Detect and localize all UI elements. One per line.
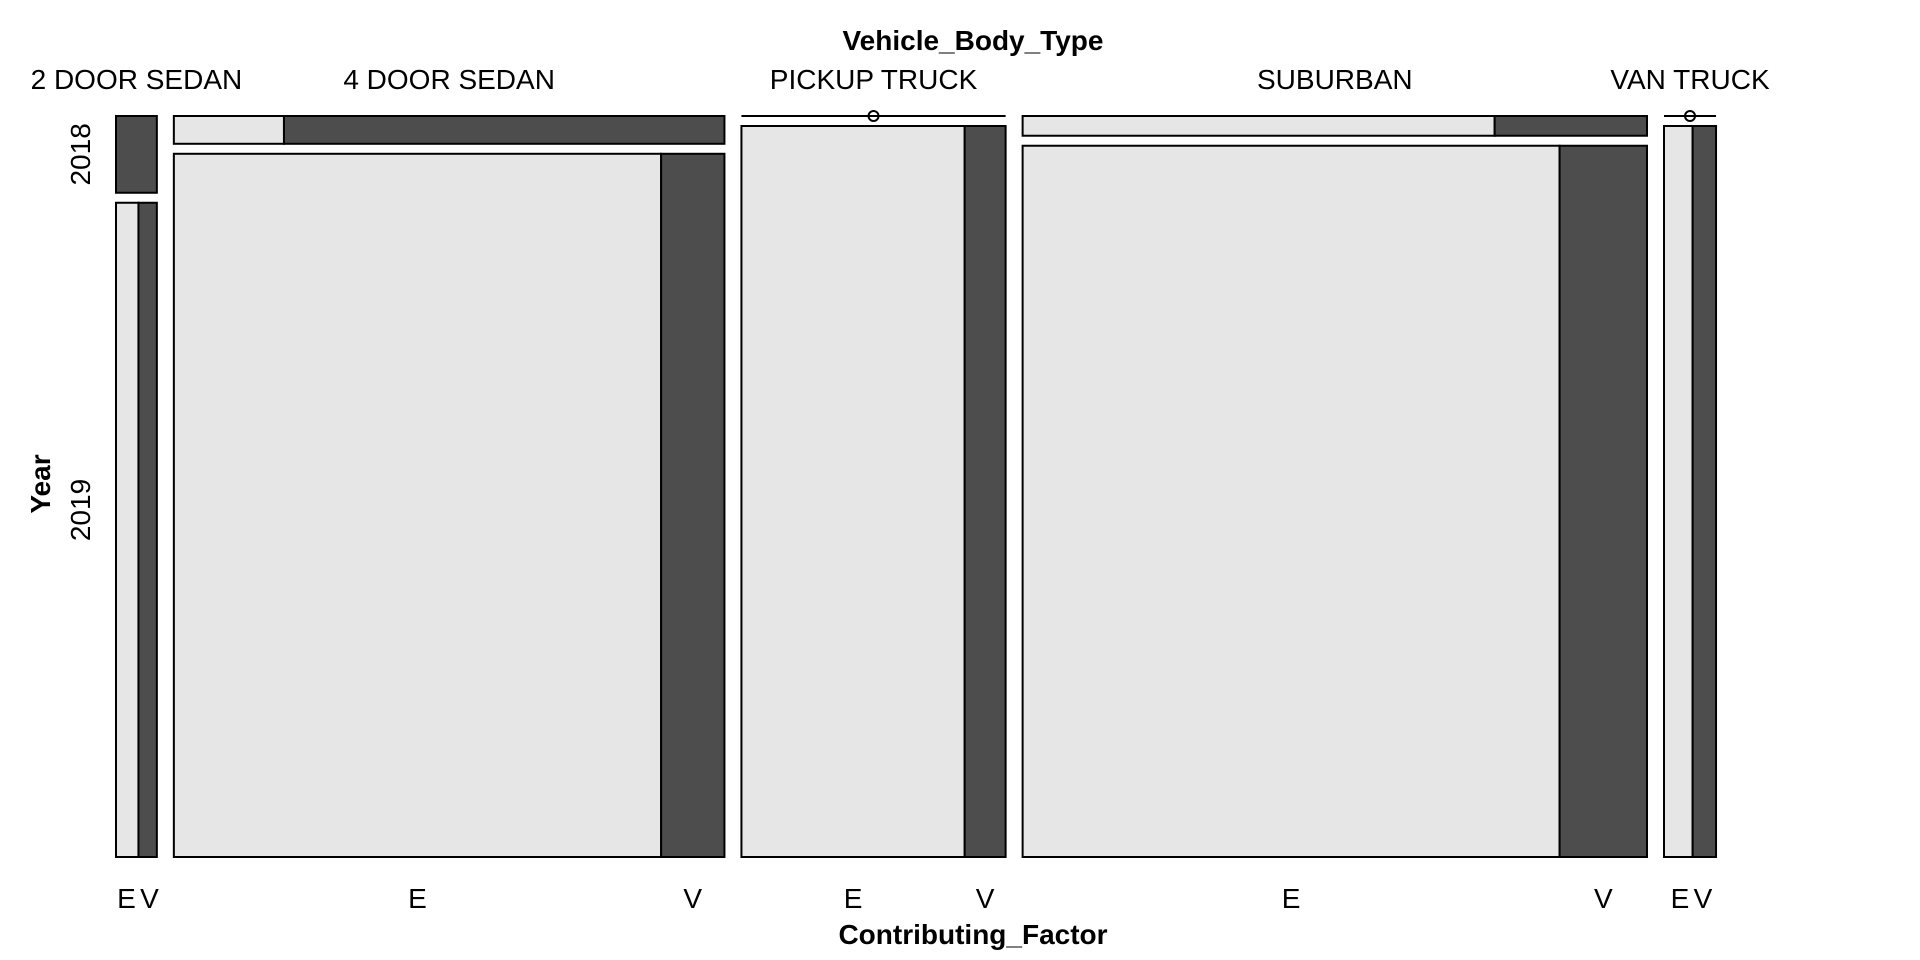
tile-suburban-2018-e <box>1021 115 1496 137</box>
column-label-pickup-truck: PICKUP TRUCK <box>770 64 978 95</box>
row-label-2019: 2019 <box>65 479 96 541</box>
column-label-4-door-sedan: 4 DOOR SEDAN <box>343 64 555 95</box>
tick-label-pickup-truck-v: V <box>976 883 995 914</box>
zero-cell-markers <box>741 110 1717 122</box>
column-label-suburban: SUBURBAN <box>1257 64 1413 95</box>
tick-label-2-door-sedan-v: V <box>140 883 159 914</box>
tile-suburban-2019-v <box>1558 144 1648 858</box>
tile-2-door-sedan-2018-v <box>115 115 158 194</box>
tick-label-pickup-truck-e: E <box>844 883 863 914</box>
column-labels: 2 DOOR SEDAN 4 DOOR SEDAN PICKUP TRUCK SUBU… <box>31 64 1770 95</box>
row-labels: 2018 2019 <box>65 123 96 541</box>
tile-4-door-sedan-2019-v <box>660 152 726 858</box>
tile-4-door-sedan-2018-e <box>172 115 285 145</box>
tick-label-suburban-v: V <box>1594 883 1613 914</box>
tile-2-door-sedan-2019-e <box>115 201 140 858</box>
tile-4-door-sedan-2019-e <box>172 152 663 858</box>
tile-suburban-2019-e <box>1021 144 1561 858</box>
tick-label-suburban-e: E <box>1282 883 1301 914</box>
tick-label-van-truck-e: E <box>1671 883 1690 914</box>
tick-label-van-truck-v: V <box>1694 883 1713 914</box>
tile-suburban-2018-v <box>1493 115 1648 137</box>
y-axis-title: Year <box>25 454 56 513</box>
tile-pickup-truck-2019-e <box>740 125 966 858</box>
tile-van-truck-2019-e <box>1662 125 1694 858</box>
row-label-2018: 2018 <box>65 123 96 185</box>
tick-label-4-door-sedan-v: V <box>683 883 702 914</box>
tile-4-door-sedan-2018-v <box>282 115 726 145</box>
column-label-2-door-sedan: 2 DOOR SEDAN <box>31 64 243 95</box>
chart-title: Vehicle_Body_Type <box>843 25 1104 56</box>
column-label-van-truck: VAN TRUCK <box>1610 64 1770 95</box>
mosaic-tiles <box>115 115 1718 858</box>
zero-marker-van-truck-2018 <box>1684 110 1697 122</box>
tick-label-2-door-sedan-e: E <box>117 883 136 914</box>
tile-pickup-truck-2019-v <box>963 125 1007 858</box>
tile-2-door-sedan-2019-v <box>137 201 158 858</box>
tile-van-truck-2019-v <box>1691 125 1718 858</box>
zero-marker-pickup-truck-2018 <box>867 110 880 122</box>
x-axis-title: Contributing_Factor <box>838 919 1107 950</box>
tick-label-4-door-sedan-e: E <box>408 883 427 914</box>
